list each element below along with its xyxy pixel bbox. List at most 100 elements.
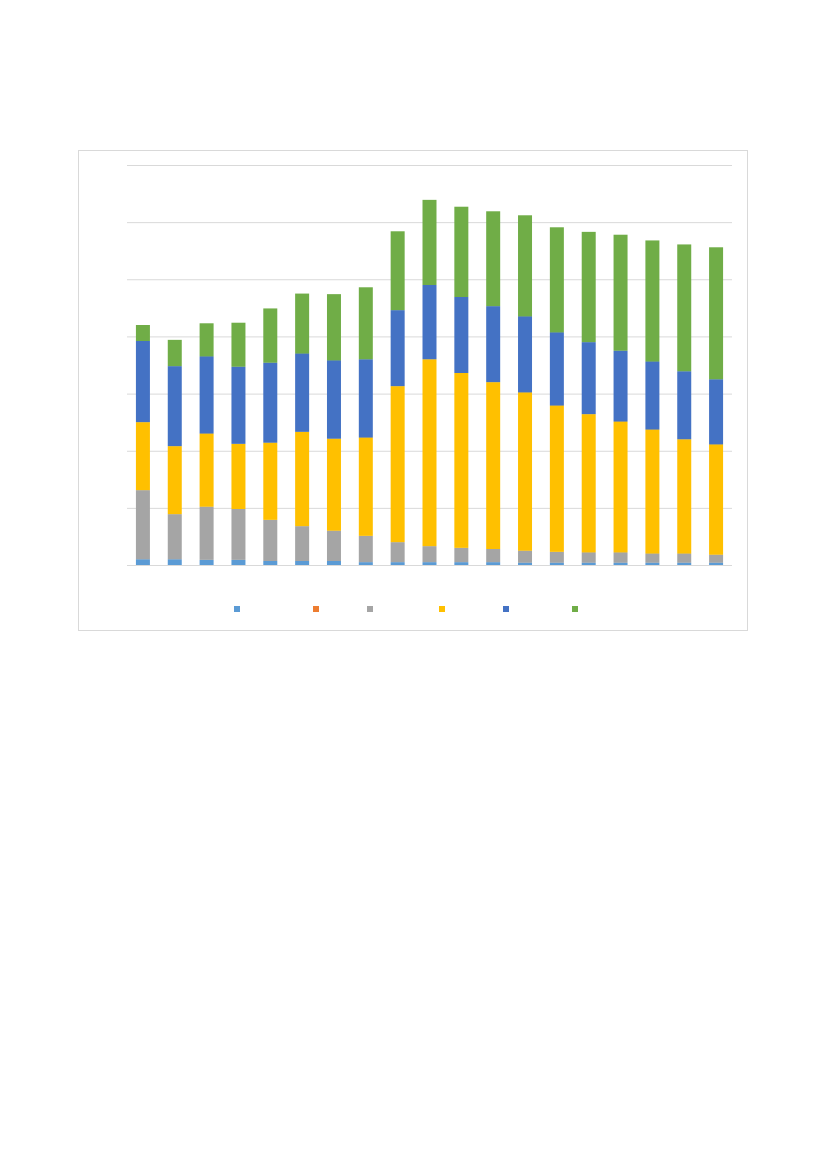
bar-segment (549, 551, 564, 563)
bar-segment (581, 562, 596, 565)
bar-segment (199, 506, 214, 560)
bar-segment (231, 509, 246, 560)
bar-segment (295, 526, 310, 561)
bar-segment (295, 431, 310, 527)
bar-segment (454, 373, 469, 548)
bar-segment (709, 554, 724, 563)
bar-segment (645, 361, 660, 430)
bar-segment (645, 553, 660, 563)
bar-segment (486, 306, 501, 383)
bar-segment (167, 514, 182, 560)
bar-segment (677, 371, 692, 440)
bar-segment (549, 562, 564, 565)
bar-segment (486, 549, 501, 563)
bar-segment (135, 490, 150, 560)
bar-segment (135, 559, 150, 565)
bar-segment (709, 379, 724, 445)
bar-segment (518, 562, 533, 565)
bar-segment (295, 293, 310, 354)
bar-segment (486, 211, 501, 307)
bar-segment (518, 215, 533, 317)
bar-segment (263, 362, 278, 443)
bar-segment (613, 552, 628, 563)
bar-segment (613, 350, 628, 422)
bar-segment (135, 422, 150, 491)
bar-segment (358, 287, 373, 360)
bar-segment (167, 559, 182, 565)
bar-segment (358, 359, 373, 438)
bar-segment (709, 562, 724, 565)
bar-segment (326, 530, 341, 561)
bar-segment (199, 433, 214, 507)
bar-segment (263, 442, 278, 520)
bar-segment (295, 353, 310, 432)
bar-segment (263, 519, 278, 561)
bar-segment (199, 559, 214, 565)
bar-segment (486, 382, 501, 549)
bar-segment (581, 231, 596, 343)
legend-marker (313, 606, 319, 612)
bar-segment (135, 341, 150, 423)
legend-marker (503, 606, 509, 612)
bar-segment (581, 414, 596, 553)
bar-segment (645, 429, 660, 554)
bar-segment (677, 244, 692, 372)
bar-segment (167, 339, 182, 367)
bar-segment (422, 285, 437, 360)
bar-segment (581, 342, 596, 415)
bar-segment (422, 359, 437, 547)
bar-segment (199, 356, 214, 434)
bar-segment (326, 294, 341, 361)
bar-segment (677, 439, 692, 554)
bar-segment (581, 552, 596, 563)
bar-segment (677, 562, 692, 565)
bar-segment (231, 322, 246, 367)
bar-segment (645, 562, 660, 565)
bar-segment (358, 562, 373, 565)
bar-segment (295, 561, 310, 565)
bar-segment (326, 561, 341, 565)
bar-segment (358, 437, 373, 536)
bar-segment (454, 297, 469, 373)
bar-segment (231, 366, 246, 444)
bar-segment (613, 234, 628, 351)
bar-segment (167, 366, 182, 447)
chart-frame (78, 150, 748, 631)
bar-segment (518, 316, 533, 393)
legend-marker (439, 606, 445, 612)
bar-segment (454, 206, 469, 297)
bar-segment (390, 310, 405, 387)
bar-segment (231, 559, 246, 565)
bar-segment (613, 421, 628, 553)
bar-segment (709, 247, 724, 380)
bar-segment (422, 562, 437, 565)
bar-segment (549, 227, 564, 333)
bar-segment (454, 562, 469, 565)
bar-segment (645, 240, 660, 362)
bar-segment (422, 199, 437, 285)
bar-segment (454, 547, 469, 563)
bar-segment (263, 308, 278, 363)
bar-segment (167, 446, 182, 515)
bar-segment (390, 386, 405, 543)
legend-marker (572, 606, 578, 612)
bar-segment (390, 231, 405, 311)
bar-segment (677, 553, 692, 563)
bar-segment (549, 405, 564, 552)
bar-segment (358, 535, 373, 563)
bar-segment (486, 562, 501, 565)
bar-segment (135, 325, 150, 341)
legend-marker (367, 606, 373, 612)
bar-segment (709, 444, 724, 555)
bar-segment (326, 360, 341, 439)
bar-segment (613, 562, 628, 565)
bar-segment (549, 332, 564, 406)
bar-segment (422, 546, 437, 563)
bar-segment (199, 323, 214, 357)
bar-segment (518, 550, 533, 563)
bar-segment (390, 542, 405, 563)
bar-segment (231, 443, 246, 509)
legend-marker (234, 606, 240, 612)
